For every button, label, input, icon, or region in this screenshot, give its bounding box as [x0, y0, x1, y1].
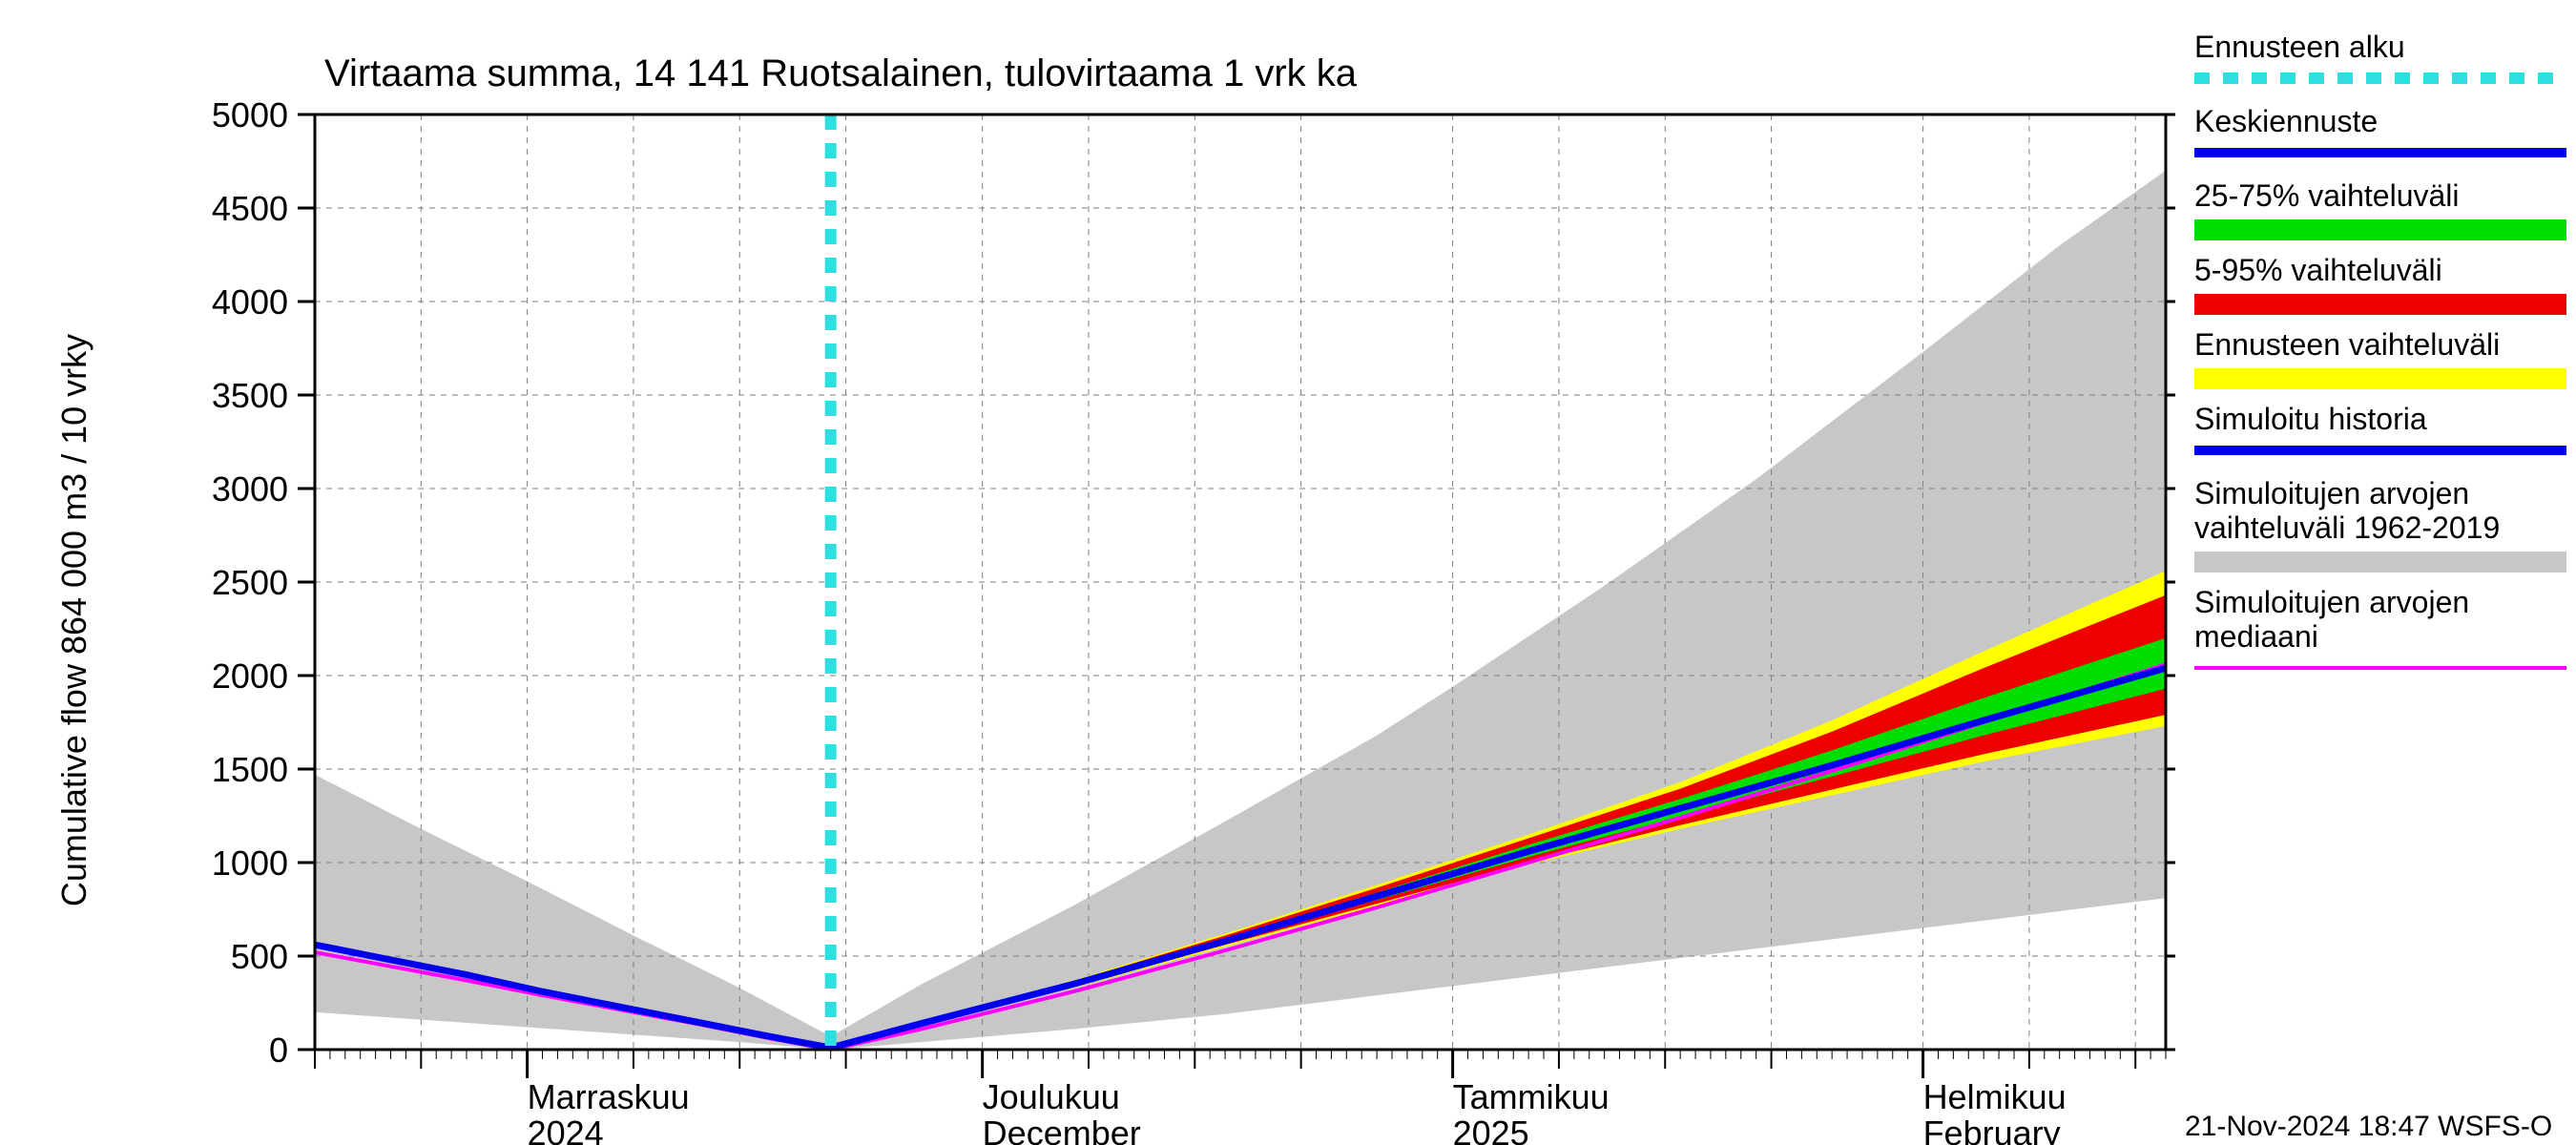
chart-svg: 0 500 1000 1500 2000 2500 3000 3500 4000 4500 5000… [0, 0, 2576, 1145]
y-tick-label: 3500 [212, 376, 288, 415]
legend-label: Simuloitu historia [2194, 402, 2427, 436]
y-tick-label: 500 [231, 937, 288, 976]
legend-label: vaihteluväli 1962-2019 [2194, 510, 2500, 545]
legend-label: Ennusteen vaihteluväli [2194, 327, 2500, 362]
legend-label: 5-95% vaihteluväli [2194, 253, 2442, 287]
y-tick-label: 1000 [212, 843, 288, 883]
y-tick-label: 0 [269, 1030, 288, 1070]
legend-label: mediaani [2194, 619, 2318, 654]
y-tick-label: 2000 [212, 656, 288, 696]
legend-label: Ennusteen alku [2194, 30, 2405, 64]
x-tick-label: Joulukuu [983, 1077, 1120, 1116]
x-tick-label: December [983, 1114, 1141, 1145]
legend-label: Simuloitujen arvojen [2194, 585, 2469, 619]
x-tick-label: 2024 [528, 1114, 604, 1145]
chart-title: Virtaama summa, 14 141 Ruotsalainen, tul… [324, 52, 1358, 94]
x-tick-label: February [1923, 1114, 2061, 1145]
x-tick-label: 2025 [1453, 1114, 1529, 1145]
legend-label: Keskiennuste [2194, 104, 2378, 138]
x-tick-label: Helmikuu [1923, 1077, 2067, 1116]
svg-text:Cumulative flow 864 000 m3: Cumulative flow 864 000 m3 / 10 vrky [54, 334, 93, 906]
x-tick-label: Marraskuu [528, 1077, 690, 1116]
y-axis-label: Cumulative flow 864 000 m3 / 10 vrky [54, 334, 93, 906]
footer-text: 21-Nov-2024 18:47 WSFS-O [2185, 1111, 2552, 1142]
legend-swatch [2194, 294, 2566, 315]
y-tick-label: 3000 [212, 469, 288, 509]
legend-label: Simuloitujen arvojen [2194, 476, 2469, 510]
legend-label: 25-75% vaihteluväli [2194, 178, 2460, 213]
legend-swatch [2194, 368, 2566, 389]
y-tick-label: 5000 [212, 95, 288, 135]
legend-swatch [2194, 552, 2566, 572]
x-tick-label: Tammikuu [1453, 1077, 1610, 1116]
y-tick-label: 1500 [212, 750, 288, 789]
y-tick-label: 2500 [212, 563, 288, 602]
legend-swatch [2194, 219, 2566, 240]
y-tick-label: 4500 [212, 189, 288, 228]
y-tick-label: 4000 [212, 282, 288, 322]
